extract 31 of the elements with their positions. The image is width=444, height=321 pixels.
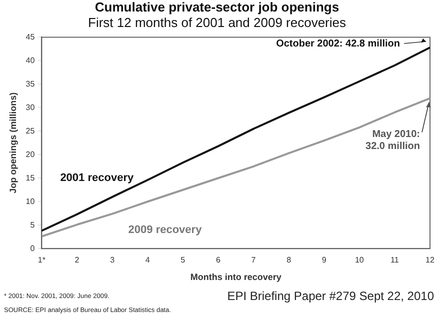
chart-subtitle: First 12 months of 2001 and 2009 recoveries [88,14,346,30]
x-tick-label: 9 [322,256,327,265]
x-tick-label: 8 [286,256,292,265]
y-tick-label: 45 [26,32,36,42]
series-label: 2001 recovery [60,172,134,184]
y-tick-label: 0 [30,244,36,253]
annotation: October 2002: 42.8 million [276,38,400,50]
x-tick-label: 3 [110,256,116,265]
x-tick-label: 5 [180,256,186,265]
y-tick-label: 35 [26,79,36,88]
text: EPI Briefing Paper #279 Sept 22, 2010 [227,289,434,303]
x-tick-label: 7 [251,256,256,265]
x-tick-label: 1* [38,256,46,265]
y-tick-label: 25 [26,126,36,136]
y-tick-label: 15 [26,173,36,182]
chart-title: Cumulative private-sector job openings [94,0,340,14]
x-tick-label: 11 [390,256,400,265]
y-tick-label: 5 [30,220,36,230]
x-tick-label: 6 [216,256,221,265]
y-tick-label: 20 [26,150,36,159]
y-axis-title: Jop openings (millions) [8,92,18,194]
x-tick-label: 4 [145,256,150,265]
annotation: May 2010: 32.0 million [366,129,420,152]
y-tick-label: 30 [26,102,36,112]
x-tick-label: 2 [74,256,80,265]
y-tick-label: 40 [26,56,36,65]
series-label: 2009 recovery [128,224,203,236]
x-axis-title: Months into recovery [190,272,282,282]
x-tick-label: 12 [426,256,435,265]
x-tick-label: 10 [354,256,364,265]
y-tick-label: 10 [26,196,36,206]
